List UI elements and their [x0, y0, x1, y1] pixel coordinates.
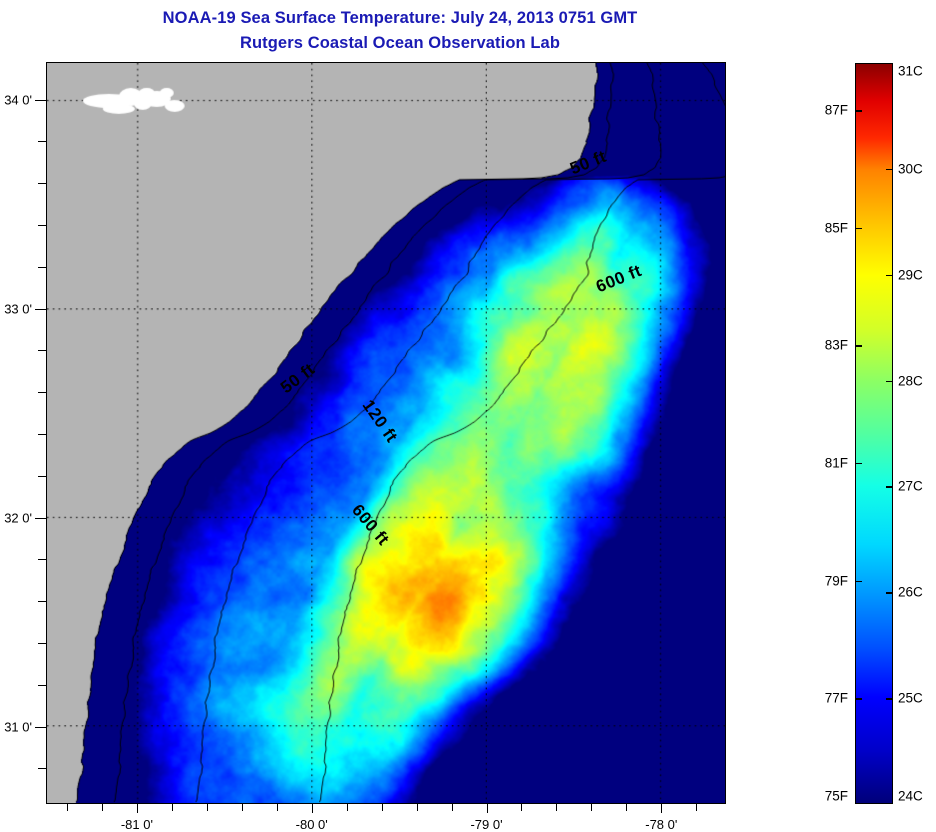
x-axis-minor-tick [696, 804, 698, 811]
y-axis-minor-tick [38, 559, 46, 561]
x-axis-minor-tick [556, 804, 558, 811]
x-axis-minor-tick [66, 804, 68, 811]
y-axis-major-tick [35, 517, 46, 519]
x-axis-minor-tick [626, 804, 628, 811]
x-axis-minor-tick [206, 804, 208, 811]
y-axis-minor-tick [38, 350, 46, 352]
y-axis-minor-tick [38, 684, 46, 686]
y-axis-minor-tick [38, 225, 46, 227]
y-axis-minor-tick [38, 225, 46, 227]
y-axis-minor-tick [38, 643, 46, 645]
colorbar-label-celsius: 28C [898, 373, 923, 389]
y-axis-minor-tick [38, 434, 46, 436]
x-axis-minor-tick [451, 804, 453, 811]
y-axis-major-tick [35, 99, 46, 101]
x-axis-label: -78 0' [645, 817, 678, 832]
sst-raster [47, 63, 725, 803]
colorbar-label-fahrenheit: 75F [824, 788, 848, 804]
y-axis-label: 31 0' [4, 719, 32, 735]
y-axis-minor-tick [38, 266, 46, 268]
x-axis-minor-tick [556, 804, 558, 811]
y-axis-minor-tick [38, 434, 46, 436]
x-axis-major-tick [136, 804, 138, 813]
colorbar-label-celsius: 31C [898, 63, 923, 79]
x-axis-minor-tick [346, 804, 348, 811]
x-axis-minor-tick [591, 804, 593, 811]
page-title: NOAA-19 Sea Surface Temperature: July 24… [0, 6, 800, 56]
y-axis-minor-tick [38, 183, 46, 185]
y-axis-minor-tick [38, 768, 46, 770]
colorbar-label-celsius: 27C [898, 478, 923, 494]
colorbar-label-celsius: 29C [898, 267, 923, 283]
colorbar-label-fahrenheit: 81F [824, 455, 848, 471]
colorbar-label-fahrenheit: 79F [824, 573, 848, 589]
x-axis-major-tick [661, 804, 663, 813]
x-axis-minor-tick [276, 804, 278, 811]
x-axis-minor-tick [381, 804, 383, 811]
x-axis-minor-tick [381, 804, 383, 811]
x-axis-minor-tick [521, 804, 523, 811]
y-axis-minor-tick [38, 141, 46, 143]
y-axis-minor-tick [38, 266, 46, 268]
x-axis-minor-tick [591, 804, 593, 811]
x-axis-label: -79 0' [470, 817, 503, 832]
x-axis-minor-tick [241, 804, 243, 811]
x-axis-label: -81 0' [120, 817, 153, 832]
y-axis-minor-tick [38, 350, 46, 352]
colorbar-label-fahrenheit: 83F [824, 337, 848, 353]
y-axis-label: 33 0' [4, 301, 32, 317]
y-axis-minor-tick [38, 392, 46, 394]
colorbar-gradient [855, 63, 893, 804]
temperature-colorbar[interactable] [855, 63, 893, 804]
x-axis-minor-tick [626, 804, 628, 811]
y-axis-minor-tick [38, 392, 46, 394]
y-axis-minor-tick [38, 559, 46, 561]
colorbar-label-fahrenheit: 87F [824, 102, 848, 118]
x-axis-minor-tick [206, 804, 208, 811]
x-axis-minor-tick [451, 804, 453, 811]
title-line-1: NOAA-19 Sea Surface Temperature: July 24… [162, 9, 638, 27]
x-axis-minor-tick [521, 804, 523, 811]
x-axis-minor-tick [416, 804, 418, 811]
y-axis-minor-tick [38, 601, 46, 603]
x-axis-minor-tick [171, 804, 173, 811]
colorbar-label-fahrenheit: 77F [824, 690, 848, 706]
x-axis-minor-tick [241, 804, 243, 811]
x-axis-minor-tick [416, 804, 418, 811]
x-axis-major-tick [311, 804, 313, 813]
x-axis-minor-tick [276, 804, 278, 811]
x-axis-minor-tick [346, 804, 348, 811]
y-axis-minor-tick [38, 475, 46, 477]
x-axis-minor-tick [171, 804, 173, 811]
x-axis-minor-tick [101, 804, 103, 811]
y-axis-minor-tick [38, 601, 46, 603]
x-axis-label: -80 0' [295, 817, 328, 832]
colorbar-label-celsius: 25C [898, 690, 923, 706]
y-axis-label: 34 0' [4, 92, 32, 108]
y-axis-minor-tick [38, 684, 46, 686]
x-axis-major-tick [486, 804, 488, 813]
colorbar-label-fahrenheit: 85F [824, 220, 848, 236]
colorbar-label-celsius: 26C [898, 584, 923, 600]
y-axis-label: 32 0' [4, 510, 32, 526]
y-axis-major-tick [35, 726, 46, 728]
y-axis-minor-tick [38, 141, 46, 143]
title-line-2: Rutgers Coastal Ocean Observation Lab [239, 34, 561, 52]
y-axis-major-tick [35, 308, 46, 310]
y-axis-minor-tick [38, 475, 46, 477]
y-axis-minor-tick [38, 183, 46, 185]
sst-map[interactable] [46, 62, 726, 804]
colorbar-label-celsius: 24C [898, 788, 923, 804]
colorbar-label-celsius: 30C [898, 161, 923, 177]
y-axis-minor-tick [38, 643, 46, 645]
